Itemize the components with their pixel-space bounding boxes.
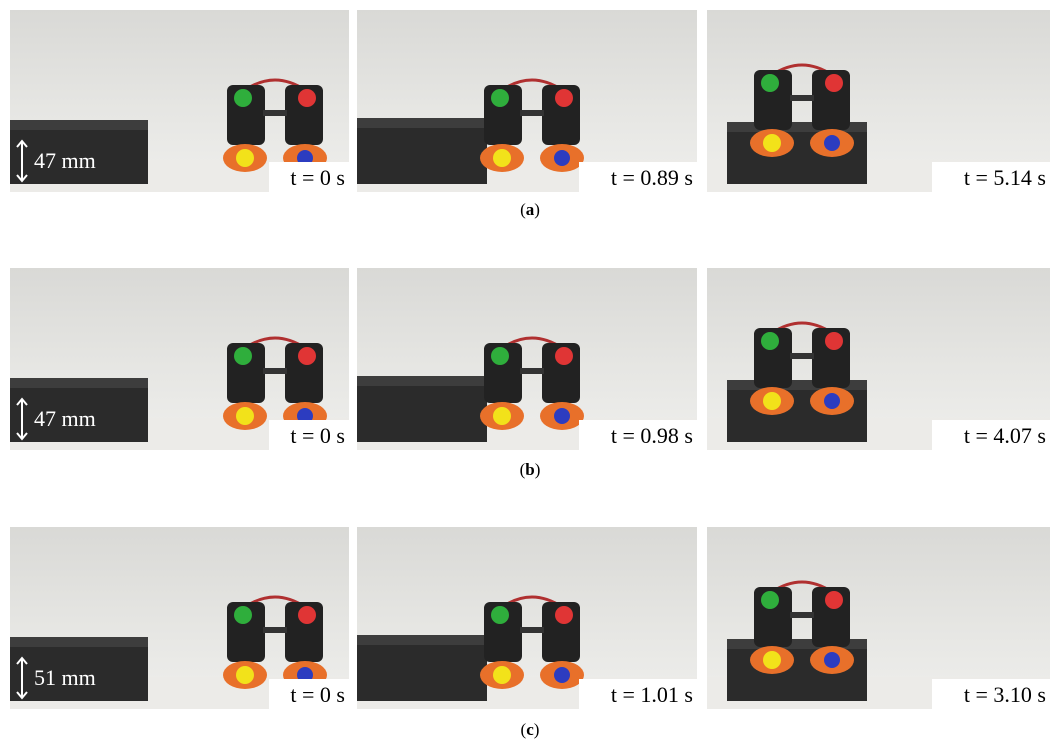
marker-yellow — [236, 149, 254, 167]
photo-frame: t = 5.14 s — [707, 10, 1050, 192]
time-label: t = 4.07 s — [964, 423, 1046, 448]
robot-link — [263, 110, 287, 116]
marker-green — [234, 89, 252, 107]
step-block-top — [10, 637, 148, 647]
marker-red — [298, 347, 316, 365]
step-block-top — [357, 635, 487, 645]
marker-blue — [554, 667, 570, 683]
time-label: t = 0 s — [290, 423, 345, 448]
height-label: 47 mm — [34, 406, 96, 431]
marker-red — [825, 332, 843, 350]
step-block-top — [10, 120, 148, 130]
robot-link — [790, 612, 814, 618]
step-block-top — [357, 376, 487, 386]
photo-frame: t = 3.10 s — [707, 527, 1050, 709]
robot-link — [790, 95, 814, 101]
marker-green — [234, 347, 252, 365]
panel-caption: (b) — [520, 460, 541, 479]
marker-blue — [554, 150, 570, 166]
time-label: t = 0.98 s — [611, 423, 693, 448]
marker-red — [555, 347, 573, 365]
marker-yellow — [493, 666, 511, 684]
marker-green — [761, 332, 779, 350]
photo-frame: t = 0.89 s — [357, 10, 697, 192]
marker-green — [761, 591, 779, 609]
photo-frame: t = 1.01 s — [357, 527, 697, 709]
photo-frame: t = 0 s 47 mm — [10, 268, 349, 450]
marker-blue — [824, 393, 840, 409]
step-block-top — [357, 118, 487, 128]
marker-blue — [554, 408, 570, 424]
panel-caption: (c) — [521, 720, 540, 739]
height-label: 47 mm — [34, 148, 96, 173]
marker-green — [761, 74, 779, 92]
robot-link — [263, 627, 287, 633]
marker-red — [298, 606, 316, 624]
step-block-top — [10, 378, 148, 388]
marker-green — [491, 606, 509, 624]
panel-caption: (a) — [520, 200, 540, 219]
robot-link — [520, 368, 544, 374]
panel-label: b — [525, 460, 534, 479]
robot-link — [520, 110, 544, 116]
time-label: t = 0 s — [290, 682, 345, 707]
robot-link — [790, 353, 814, 359]
marker-blue — [824, 135, 840, 151]
height-label: 51 mm — [34, 665, 96, 690]
time-label: t = 1.01 s — [611, 682, 693, 707]
marker-red — [825, 591, 843, 609]
marker-red — [555, 606, 573, 624]
photo-frame: t = 0.98 s — [357, 268, 697, 450]
marker-yellow — [493, 407, 511, 425]
marker-yellow — [236, 666, 254, 684]
marker-blue — [824, 652, 840, 668]
marker-green — [234, 606, 252, 624]
marker-green — [491, 347, 509, 365]
marker-yellow — [236, 407, 254, 425]
marker-red — [555, 89, 573, 107]
marker-yellow — [763, 134, 781, 152]
marker-green — [491, 89, 509, 107]
photo-frame: t = 0 s 51 mm — [10, 527, 349, 709]
marker-yellow — [763, 651, 781, 669]
time-label: t = 3.10 s — [964, 682, 1046, 707]
photo-frame: t = 4.07 s — [707, 268, 1050, 450]
marker-red — [298, 89, 316, 107]
time-label: t = 0 s — [290, 165, 345, 190]
robot-link — [263, 368, 287, 374]
time-label: t = 5.14 s — [964, 165, 1046, 190]
time-label: t = 0.89 s — [611, 165, 693, 190]
figure: t = 0 s 47 mm t = 0.89 s t = 5.14 s (a) t = 0… — [0, 0, 1061, 751]
robot-link — [520, 627, 544, 633]
marker-yellow — [763, 392, 781, 410]
photo-frame: t = 0 s 47 mm — [10, 10, 349, 192]
marker-yellow — [493, 149, 511, 167]
marker-red — [825, 74, 843, 92]
